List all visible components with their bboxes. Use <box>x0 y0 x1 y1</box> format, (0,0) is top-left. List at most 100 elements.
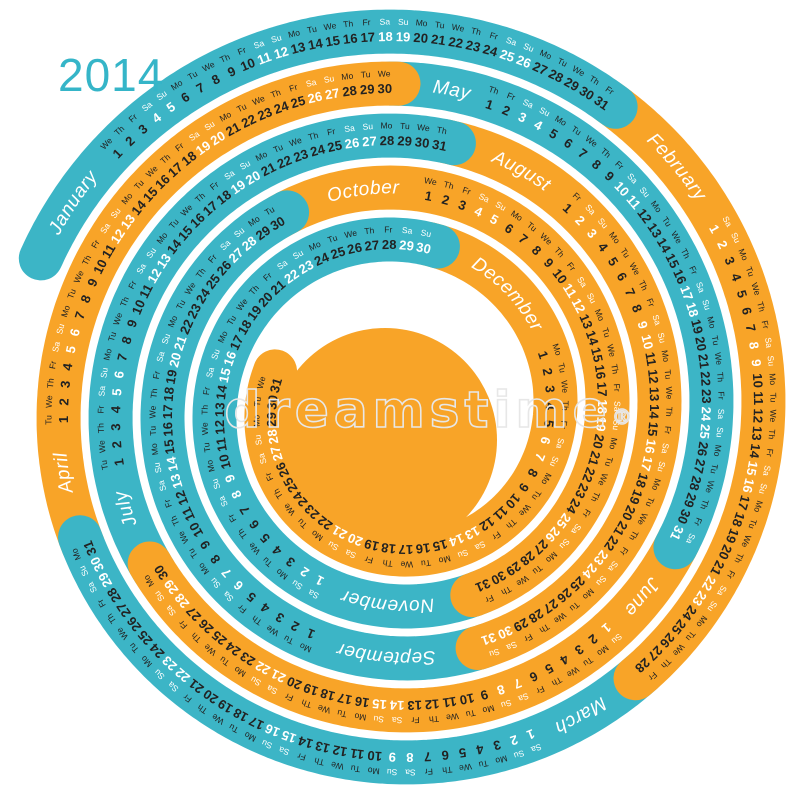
day-number: 22 <box>697 371 713 387</box>
day-number: 27 <box>362 133 378 149</box>
day-number: 30 <box>577 83 597 103</box>
day-weekday-label: We <box>749 281 762 296</box>
day-number: 15 <box>743 460 760 477</box>
day-number: 7 <box>114 352 130 362</box>
day-weekday-label: Sa <box>473 539 487 553</box>
day-weekday-label: Mo <box>712 444 724 458</box>
day-weekday-label: Su <box>585 291 599 305</box>
day-number: 20 <box>619 503 639 523</box>
day-number: 30 <box>377 81 392 96</box>
day-number: 17 <box>594 381 610 396</box>
month-bands <box>18 9 786 785</box>
day-number: 9 <box>479 687 490 703</box>
day-number: 1 <box>424 188 434 204</box>
day-weekday-label: Tu <box>420 558 431 569</box>
day-number: 1 <box>111 458 127 467</box>
day-weekday-label: Fr <box>612 383 623 392</box>
day-number: 8 <box>495 682 507 699</box>
day-number: 5 <box>458 745 467 761</box>
day-number: 27 <box>267 445 285 463</box>
day-weekday-label: Su <box>238 158 252 172</box>
day-weekday-label: We <box>768 410 778 423</box>
day-weekday-label: Th <box>96 423 106 434</box>
day-number: 4 <box>108 405 123 414</box>
day-number: 2 <box>539 367 555 377</box>
day-number: 28 <box>104 585 124 605</box>
day-weekday-label: Sa <box>85 580 99 594</box>
day-number: 3 <box>492 737 503 753</box>
day-weekday-label: Su <box>488 646 501 659</box>
day-weekday-label: Fr <box>558 420 569 430</box>
day-number: 15 <box>588 346 606 364</box>
day-weekday-label: Fr <box>384 225 392 235</box>
day-weekday-label: Tu <box>106 330 118 342</box>
day-weekday-label: Sa <box>344 547 358 560</box>
day-number: 28 <box>380 133 395 148</box>
month-band-january <box>18 9 638 281</box>
day-number: 31 <box>473 576 492 596</box>
day-number: 30 <box>496 623 515 643</box>
day-number: 30 <box>414 134 430 151</box>
day-weekday-label: Su <box>373 714 385 725</box>
day-number: 28 <box>264 428 281 445</box>
day-weekday-label: Tu <box>252 396 263 407</box>
day-weekday-label: Fr <box>326 126 336 137</box>
day-weekday-label: Th <box>271 487 285 501</box>
day-weekday-label: Tu <box>663 369 674 380</box>
day-number: 10 <box>90 257 110 277</box>
day-number: 19 <box>626 488 645 507</box>
day-number: 17 <box>360 29 376 45</box>
day-number: 15 <box>431 536 449 554</box>
day-number: 20 <box>716 543 736 562</box>
day-weekday-label: Mo <box>242 730 257 744</box>
day-number: 11 <box>642 351 659 367</box>
day-weekday-label: Fr <box>535 684 547 697</box>
day-number: 16 <box>670 267 690 286</box>
day-weekday-label: Su <box>494 199 508 213</box>
day-weekday-label: Tu <box>227 722 241 736</box>
day-weekday-label: Fr <box>760 320 772 330</box>
day-weekday-label: Mo <box>166 314 180 329</box>
day-weekday-label: Fr <box>484 593 496 605</box>
day-weekday-label: We <box>111 311 125 327</box>
day-weekday-label: Sa <box>222 168 236 182</box>
day-number: 22 <box>275 152 294 171</box>
day-number: 12 <box>569 296 589 316</box>
day-weekday-label: Fr <box>362 17 371 28</box>
day-weekday-label: Su <box>398 17 409 27</box>
day-weekday-label: We <box>713 352 725 366</box>
day-weekday-label: Tu <box>225 313 239 327</box>
day-number: 14 <box>746 443 763 460</box>
day-weekday-label: Fr <box>201 386 212 396</box>
day-number: 18 <box>729 510 748 529</box>
day-weekday-label: Su <box>705 599 719 613</box>
day-weekday-label: Sa <box>402 225 414 236</box>
day-number: 26 <box>514 52 533 71</box>
day-weekday-label: Fr <box>461 185 472 197</box>
day-weekday-label: Tu <box>272 142 285 155</box>
day-number: 4 <box>60 361 76 371</box>
day-number: 15 <box>645 421 662 437</box>
day-number: 9 <box>388 750 396 765</box>
day-number: 6 <box>441 747 450 763</box>
day-weekday-label: We <box>417 122 431 134</box>
day-number: 4 <box>543 402 558 410</box>
year-label: 2014 <box>58 49 164 101</box>
day-number: 30 <box>268 213 288 233</box>
day-weekday-label: Su <box>152 461 164 474</box>
day-number: 10 <box>638 333 656 351</box>
day-weekday-label: Sa <box>505 639 519 653</box>
day-number: 5 <box>734 288 750 299</box>
day-number: 29 <box>681 491 700 510</box>
day-number: 19 <box>163 368 180 385</box>
day-weekday-label: Su <box>98 367 110 379</box>
day-number: 25 <box>289 93 307 112</box>
day-number: 26 <box>306 88 324 106</box>
day-weekday-label: We <box>200 422 211 435</box>
day-weekday-label: We <box>703 479 716 494</box>
day-number: 8 <box>118 335 134 346</box>
day-number: 12 <box>645 369 661 385</box>
day-number: 17 <box>638 455 656 473</box>
day-number: 15 <box>324 32 341 49</box>
